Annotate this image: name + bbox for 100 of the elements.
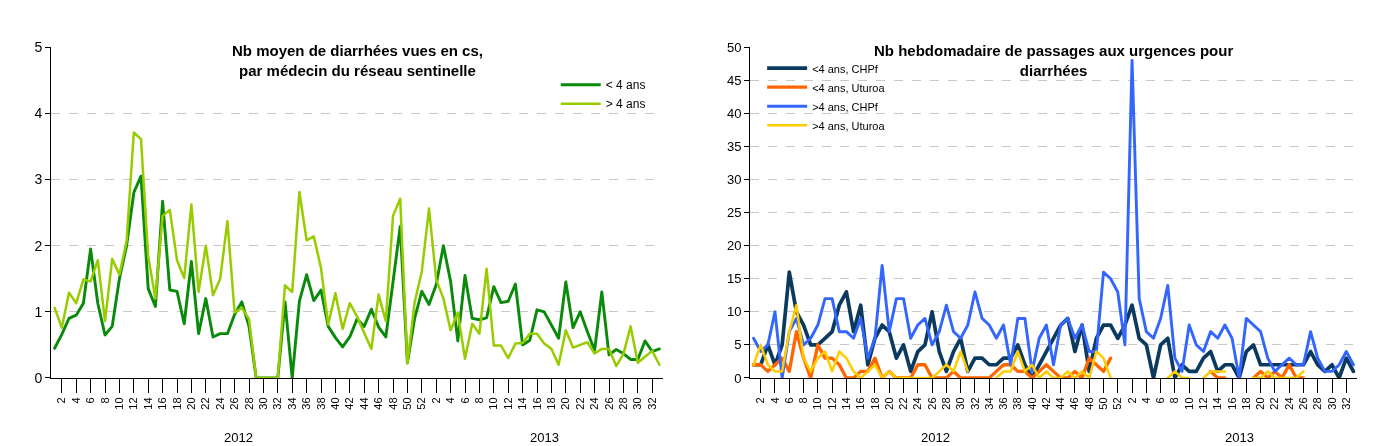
x-tick-label: 14 [1211,397,1224,410]
x-tick-label: 26 [602,397,615,410]
x-tick-label: 18 [170,397,183,410]
x-tick-label: 20 [184,397,197,410]
y-tick-label: 1 [34,303,43,320]
y-tick-label: 30 [726,172,742,188]
x-tick-label: 18 [544,397,557,410]
y-tick-label: 5 [34,39,43,55]
y-tick-label: 40 [726,105,742,121]
x-tick-label: 32 [645,397,658,410]
y-tick-label: 2 [34,237,43,254]
x-tick-label: 50 [400,397,413,410]
x-tick-label: 32 [1339,397,1352,410]
x-tick-label: 36 [300,397,313,410]
x-tick-label: 42 [343,397,356,410]
x-tick-label: 28 [242,397,255,410]
x-tick-label: 16 [854,397,867,410]
x-tick-label: 16 [156,397,169,410]
y-tick-label: 5 [734,337,742,353]
x-tick-label: 28 [1311,397,1324,410]
x-tick-label: 46 [372,397,385,410]
chart-title: Nb moyen de diarrhées vues en cs, par médecin du réseau sentinelle [232,42,483,79]
x-tick-label: 32 [968,397,981,410]
x-tick-label: 30 [954,397,967,410]
x-tick-label: 2 [754,397,767,404]
legend-label: < 4 ans [605,78,646,93]
x-tick-label: 38 [314,397,327,410]
legend-label: >4 ans, Uturoa [812,119,886,132]
y-tick-label: 0 [734,370,742,386]
x-tick-label: 18 [868,397,881,410]
x-tick-label: 8 [1168,397,1181,404]
text: 2013 [1225,430,1254,445]
x-tick-label: 12 [501,397,514,410]
x-tick-label: 26 [925,397,938,410]
x-tick-label: 18 [1239,397,1252,410]
x-tick-label: 34 [285,397,298,410]
x-tick-label: 46 [1068,397,1081,410]
legend-label: > 4 ans [605,97,646,112]
y-tick-label: 35 [726,138,742,154]
y-tick-label: 0 [34,369,43,386]
x-tick-label: 52 [415,397,428,410]
x-tick-label: 28 [616,397,629,410]
legend-label: >4 ans, CHPf [812,100,879,113]
legend-label: <4 ans, CHPf [812,62,879,75]
x-tick-label: 26 [1297,397,1310,410]
x-tick-label: 4 [444,397,457,404]
x-tick-label: 14 [839,397,852,410]
y-tick-label: 3 [34,171,43,188]
x-tick-label: 36 [997,397,1010,410]
x-tick-label: 12 [1197,397,1210,410]
x-tick-label: 20 [882,397,895,410]
text: 2012 [921,430,950,445]
x-tick-label: 4 [69,397,82,404]
x-tick-label: 42 [1039,397,1052,410]
x-tick-label: 8 [472,397,485,404]
x-tick-label: 38 [1011,397,1024,410]
x-tick-label: 16 [530,397,543,410]
x-tick-label: 28 [939,397,952,410]
line-series [53,131,661,378]
x-tick-label: 22 [199,397,212,410]
x-tick-label: 24 [213,397,226,410]
y-tick-label: 50 [726,39,742,55]
x-tick-label: 40 [328,397,341,410]
x-tick-label: 24 [911,397,924,410]
x-tick-label: 40 [1025,397,1038,410]
y-tick-label: 45 [726,72,742,88]
x-tick-label: 30 [256,397,269,410]
x-tick-label: 32 [271,397,284,410]
x-tick-label: 24 [588,397,601,410]
x-tick-label: 14 [141,397,154,410]
x-tick-label: 10 [1182,397,1195,410]
x-tick-label: 10 [811,397,824,410]
x-tick-label: 2 [55,397,68,404]
x-tick-label: 6 [782,397,795,404]
x-tick-label: 6 [84,397,97,404]
y-tick-label: 20 [726,238,742,254]
y-tick-label: 4 [34,105,43,122]
text: 2012 [224,430,253,445]
x-tick-label: 22 [897,397,910,410]
x-tick-label: 26 [228,397,241,410]
x-tick-label: 8 [797,397,810,404]
x-tick-label: 12 [825,397,838,410]
x-tick-label: 14 [516,397,529,410]
x-tick-label: 30 [1325,397,1338,410]
x-tick-label: 2 [1125,397,1138,404]
x-tick-label: 44 [357,397,370,410]
x-tick-label: 30 [631,397,644,410]
x-tick-label: 6 [1154,397,1167,404]
y-tick-label: 10 [726,304,742,320]
x-tick-label: 4 [768,397,781,404]
x-tick-label: 48 [386,397,399,410]
x-tick-label: 34 [982,397,995,410]
x-tick-label: 24 [1282,397,1295,410]
x-tick-label: 52 [1111,397,1124,410]
x-tick-label: 50 [1097,397,1110,410]
x-tick-label: 44 [1054,397,1067,410]
line-series [752,58,1355,378]
y-tick-label: 15 [726,271,742,287]
x-tick-label: 16 [1225,397,1238,410]
y-tick-label: 25 [726,205,742,221]
